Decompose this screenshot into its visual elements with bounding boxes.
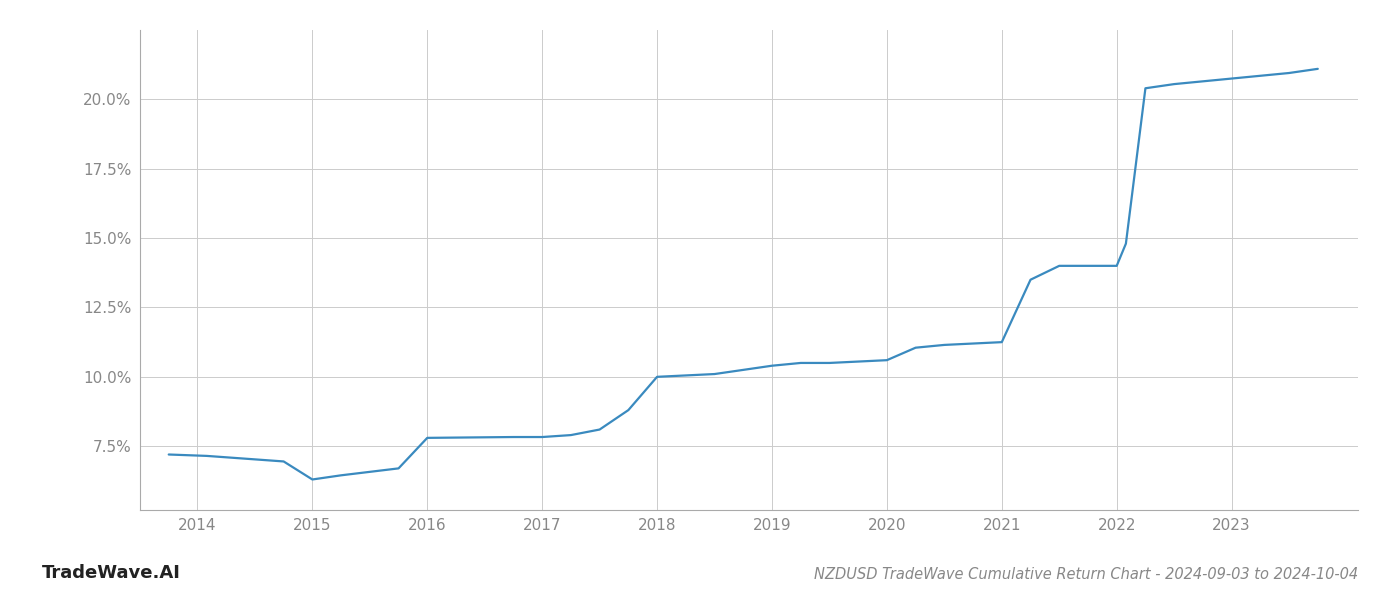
Text: NZDUSD TradeWave Cumulative Return Chart - 2024-09-03 to 2024-10-04: NZDUSD TradeWave Cumulative Return Chart… (813, 567, 1358, 582)
Text: TradeWave.AI: TradeWave.AI (42, 564, 181, 582)
